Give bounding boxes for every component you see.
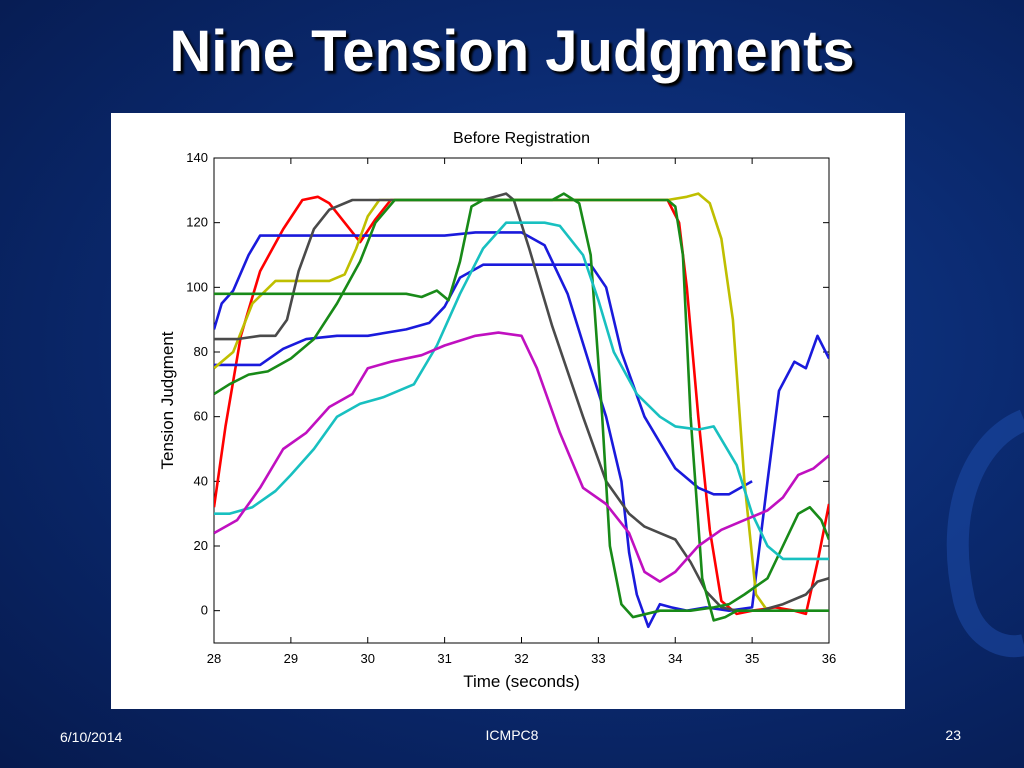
series-line-6 [214, 192, 829, 619]
footer-date: 6/10/2014 [60, 729, 123, 745]
x-tick-label: 30 [361, 651, 375, 666]
y-tick-label: 60 [194, 409, 208, 424]
series-line-8 [214, 221, 829, 561]
x-tick-label: 35 [745, 651, 759, 666]
y-axis-label: Tension Judgment [158, 331, 177, 469]
y-tick-label: 100 [186, 279, 208, 294]
plot-frame [213, 157, 830, 644]
y-tick-label: 120 [186, 215, 208, 230]
series-line-5 [214, 192, 829, 613]
series-line-4 [214, 192, 769, 612]
y-tick-label: 0 [201, 603, 208, 618]
slide-title: Nine Tension Judgments [169, 19, 855, 84]
series-line-3 [214, 263, 753, 496]
footer-page-number: 23 [945, 727, 961, 743]
x-tick-label: 34 [668, 651, 682, 666]
series-line-9 [214, 331, 829, 583]
line-chart: 28 29 30 31 32 33 34 35 36 0 20 40 60 80 100 120 140 Befo… [158, 130, 836, 691]
footer-conference: ICMPC8 [485, 727, 539, 743]
y-tick-label: 20 [194, 538, 208, 553]
x-tick-label: 32 [514, 651, 528, 666]
x-tick-label: 28 [207, 651, 221, 666]
x-axis-label: Time (seconds) [463, 672, 580, 691]
x-tick-label: 36 [822, 651, 836, 666]
x-tick-label: 33 [591, 651, 605, 666]
y-tick-label: 40 [194, 473, 208, 488]
series-line-7 [214, 198, 829, 622]
chart-title: Before Registration [453, 130, 590, 147]
y-tick-label: 80 [194, 344, 208, 359]
y-tick-label: 140 [186, 150, 208, 165]
series-line-2 [214, 231, 829, 629]
series-line-1 [214, 195, 829, 616]
decorative-swoosh [946, 409, 1024, 658]
chart-panel: 28 29 30 31 32 33 34 35 36 0 20 40 60 80 100 120 140 Befo… [111, 113, 905, 709]
x-tick-label: 29 [284, 651, 298, 666]
x-tick-label: 31 [437, 651, 451, 666]
